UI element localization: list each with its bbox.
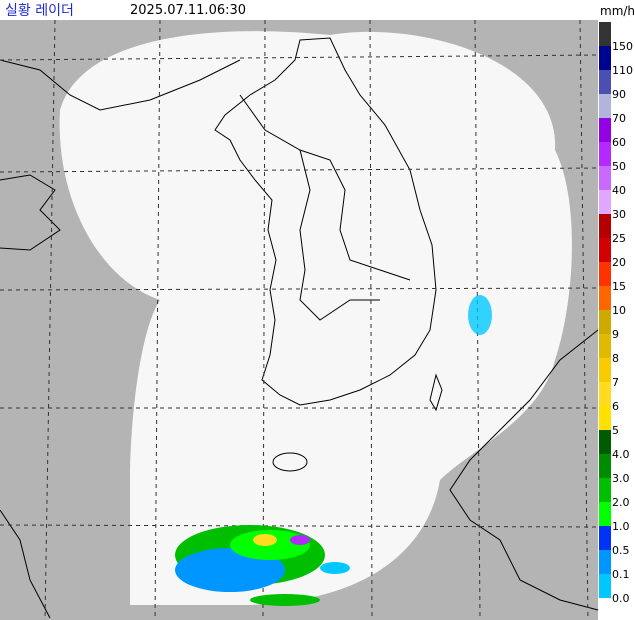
legend: 150 110 90 70 60 50 40 30 25 20 15 10 9 8 7 6 5 4.0 3.0 2.0… [599, 22, 633, 620]
legend-swatch [599, 238, 611, 262]
legend-label: 110 [612, 64, 633, 77]
legend-swatch [599, 502, 611, 526]
legend-swatch [599, 574, 611, 598]
legend-label: 9 [612, 328, 619, 341]
legend-label: 60 [612, 136, 626, 149]
legend-swatch [599, 46, 611, 70]
legend-swatch [599, 286, 611, 310]
legend-label: 10 [612, 304, 626, 317]
legend-label: 150 [612, 40, 633, 53]
legend-label: 8 [612, 352, 619, 365]
legend-label: 90 [612, 88, 626, 101]
legend-label: 3.0 [612, 472, 630, 485]
legend-swatch [599, 478, 611, 502]
legend-swatch [599, 94, 611, 118]
map [0, 19, 599, 620]
legend-swatch [599, 190, 611, 214]
grid-lines [0, 19, 599, 620]
legend-label: 40 [612, 184, 626, 197]
legend-swatch [599, 118, 611, 142]
unit-label: mm/h [600, 4, 635, 18]
legend-swatch [599, 550, 611, 574]
page-title: 실황 레이더 [5, 3, 74, 19]
coastlines [0, 37, 599, 619]
legend-swatch [599, 382, 611, 406]
legend-swatch [599, 334, 611, 358]
timestamp: 2025.07.11.06:30 [130, 3, 246, 18]
legend-base [599, 598, 611, 620]
legend-swatch [599, 454, 611, 478]
legend-swatch [599, 142, 611, 166]
legend-label: 4.0 [612, 448, 630, 461]
legend-label: 70 [612, 112, 626, 125]
legend-label: 30 [612, 208, 626, 221]
legend-label: 0.1 [612, 568, 630, 581]
legend-swatch [599, 262, 611, 286]
legend-label: 15 [612, 280, 626, 293]
legend-swatch [599, 430, 611, 454]
legend-label: 25 [612, 232, 626, 245]
legend-label: 2.0 [612, 496, 630, 509]
legend-label: 5 [612, 424, 619, 437]
legend-label: 0.5 [612, 544, 630, 557]
legend-swatch [599, 214, 611, 238]
legend-label: 0.0 [612, 592, 630, 605]
radar-coverage [59, 31, 572, 605]
legend-swatch [599, 166, 611, 190]
legend-swatch [599, 70, 611, 94]
legend-label: 20 [612, 256, 626, 269]
legend-label: 7 [612, 376, 619, 389]
legend-swatch [599, 22, 611, 46]
precipitation [175, 295, 492, 606]
legend-swatch [599, 406, 611, 430]
legend-swatch [599, 310, 611, 334]
legend-swatch [599, 358, 611, 382]
legend-label: 6 [612, 400, 619, 413]
legend-label: 50 [612, 160, 626, 173]
legend-label: 1.0 [612, 520, 630, 533]
legend-swatch [599, 526, 611, 550]
